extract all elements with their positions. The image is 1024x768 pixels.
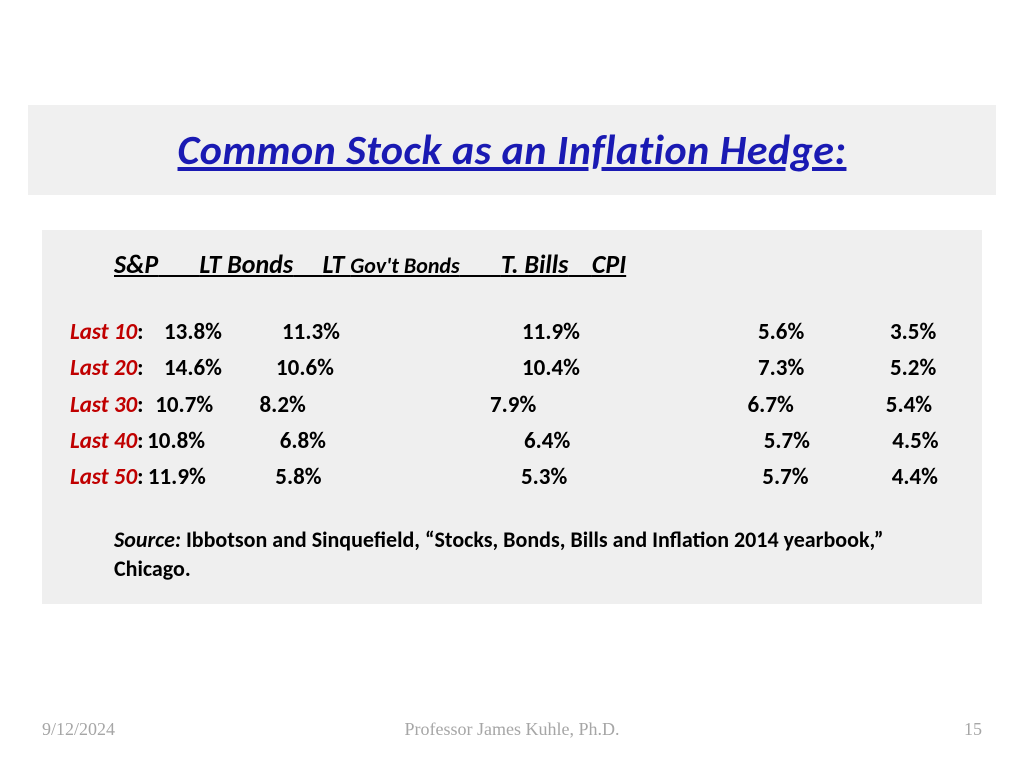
slide-title: Common Stock as an Inflation Hedge: xyxy=(178,125,847,176)
table-row: Last 30:10.7%8.2%7.9%6.7%5.4% xyxy=(70,389,954,422)
title-bar: Common Stock as an Inflation Hedge: xyxy=(28,105,996,195)
row-colon: : xyxy=(137,427,143,455)
table-row: Last 10:13.8%11.3%11.9%5.6%3.5% xyxy=(70,316,954,349)
col-sp: S&P xyxy=(114,248,158,280)
cell-ltbonds: 11.3% xyxy=(260,316,442,349)
cell-ltbonds: 5.8% xyxy=(241,461,431,494)
row-label: Last 20: xyxy=(70,352,150,385)
cell-tbills: 7.3% xyxy=(698,352,854,385)
row-period: Last 40 xyxy=(70,427,137,455)
cell-cpi: 5.4% xyxy=(850,389,954,422)
cell-cpi: 5.2% xyxy=(854,352,954,385)
table-row: Last 20:14.6%10.6%10.4%7.3%5.2% xyxy=(70,352,954,385)
cell-cpi: 4.4% xyxy=(856,461,954,494)
row-period: Last 10 xyxy=(70,318,137,346)
cell-ltgov: 11.9% xyxy=(442,316,698,349)
cell-ltgov: 7.9% xyxy=(430,389,678,422)
cell-ltgov: 5.3% xyxy=(431,461,692,494)
cell-tbills: 5.6% xyxy=(698,316,854,349)
row-colon: : xyxy=(137,318,143,346)
table-row: Last 40:10.8%6.8%6.4%5.7%4.5% xyxy=(70,425,954,458)
footer-page-number: 15 xyxy=(964,719,982,740)
cell-cpi: 3.5% xyxy=(854,316,954,349)
row-label: Last 30: xyxy=(70,389,155,422)
cell-ltbonds: 8.2% xyxy=(258,389,430,422)
data-rows: Last 10:13.8%11.3%11.9%5.6%3.5%Last 20:1… xyxy=(70,316,954,495)
row-label: Last 50: xyxy=(70,461,148,494)
row-colon: : xyxy=(137,463,143,491)
col-ltgov-b: Gov't Bonds xyxy=(350,252,459,279)
cell-ltbonds: 6.8% xyxy=(240,425,434,458)
row-period: Last 30 xyxy=(70,391,137,419)
source-citation: Source: Ibbotson and Sinquefield, “Stock… xyxy=(114,525,944,584)
cell-tbills: 5.7% xyxy=(694,425,857,458)
cell-cpi: 4.5% xyxy=(856,425,954,458)
table-header: S&P LT Bonds LT Gov't Bonds T. Bills CPI xyxy=(114,248,954,280)
row-label: Last 10: xyxy=(70,316,150,349)
col-ltbonds: LT Bonds xyxy=(199,248,293,280)
cell-ltgov: 6.4% xyxy=(434,425,694,458)
row-period: Last 20 xyxy=(70,354,137,382)
cell-tbills: 6.7% xyxy=(678,389,850,422)
cell-sp: 10.7% xyxy=(155,389,257,422)
row-period: Last 50 xyxy=(70,463,137,491)
cell-tbills: 5.7% xyxy=(692,461,855,494)
row-colon: : xyxy=(137,354,143,382)
footer-author: Professor James Kuhle, Ph.D. xyxy=(0,719,1024,740)
cell-sp: 11.9% xyxy=(148,461,241,494)
source-label: Source: xyxy=(114,526,181,553)
cell-ltbonds: 10.6% xyxy=(260,352,436,385)
cell-ltgov: 10.4% xyxy=(436,352,698,385)
slide: Common Stock as an Inflation Hedge: S&P … xyxy=(0,0,1024,768)
source-text: Ibbotson and Sinquefield, “Stocks, Bonds… xyxy=(114,526,883,583)
cell-sp: 13.8% xyxy=(150,316,260,349)
cell-sp: 14.6% xyxy=(150,352,260,385)
table-row: Last 50:11.9%5.8%5.3%5.7%4.4% xyxy=(70,461,954,494)
col-ltgov-a: LT xyxy=(323,248,351,280)
col-tbills: T. Bills xyxy=(501,248,569,280)
col-cpi: CPI xyxy=(592,248,626,280)
row-label: Last 40: xyxy=(70,425,147,458)
content-box: S&P LT Bonds LT Gov't Bonds T. Bills CPI… xyxy=(42,230,982,604)
row-colon: : xyxy=(137,391,143,419)
cell-sp: 10.8% xyxy=(147,425,240,458)
